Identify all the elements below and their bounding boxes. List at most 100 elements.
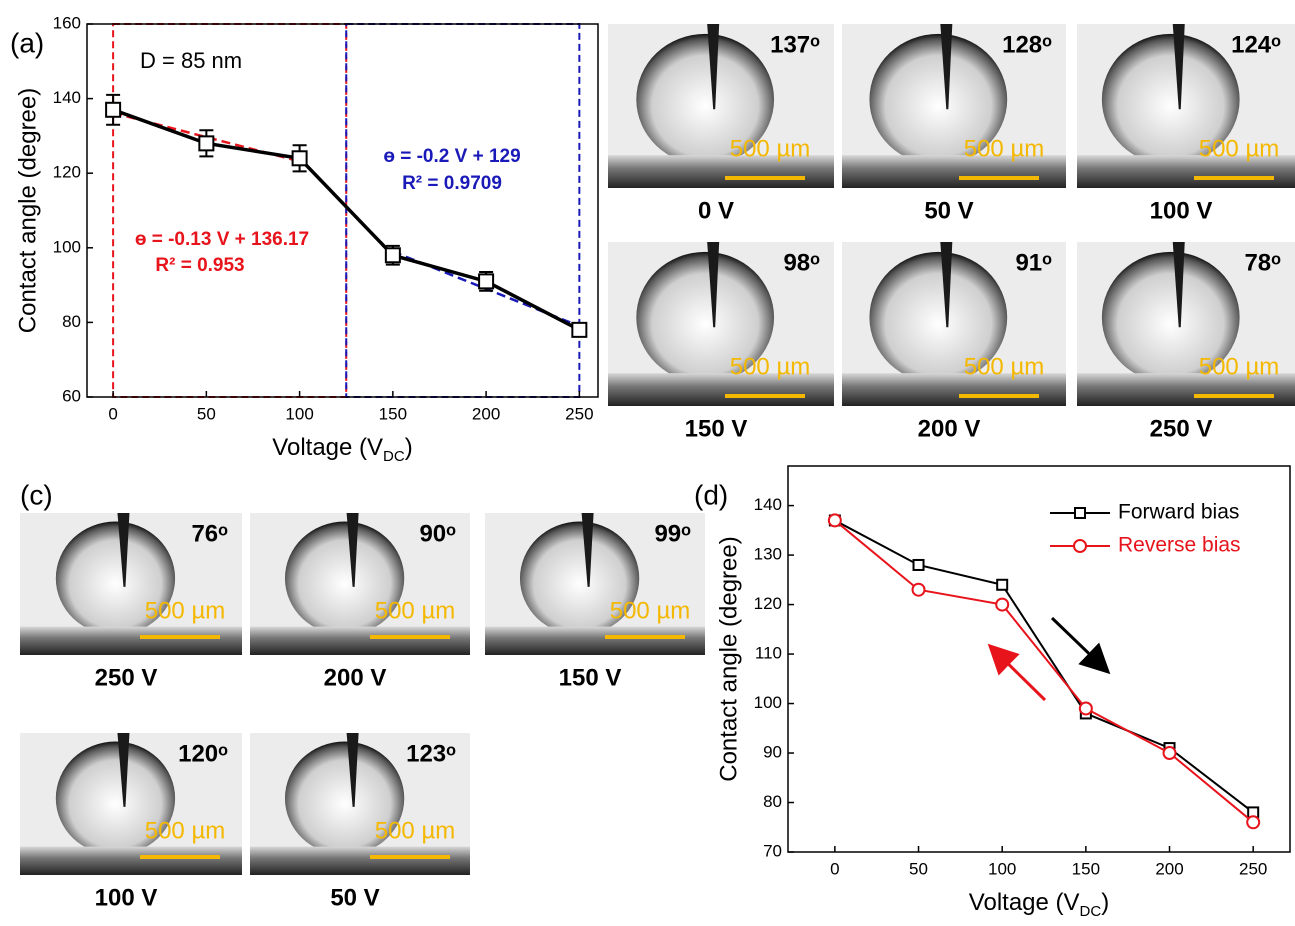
y-tick-label: 160	[53, 13, 81, 32]
substrate	[1077, 373, 1295, 406]
y-axis-label: Contact angle (degree)	[715, 536, 742, 781]
legend-label: Forward bias	[1118, 501, 1239, 524]
y-tick-label: 100	[53, 237, 81, 256]
contact-angle: 76ᵒ	[191, 520, 228, 547]
photo	[250, 733, 470, 875]
voltage-label: 200 V	[324, 664, 387, 691]
x-tick-label: 200	[1155, 859, 1183, 878]
x-tick-label: 50	[197, 404, 216, 423]
x-axis-label-end: )	[405, 434, 413, 461]
data-point	[995, 597, 1010, 612]
photo	[20, 513, 242, 655]
data-point	[827, 513, 842, 528]
y-tick-label: 70	[763, 841, 782, 860]
contact-angle: 90ᵒ	[419, 520, 456, 547]
substrate	[842, 373, 1066, 406]
x-axis-label-main: Voltage (V	[969, 889, 1080, 916]
photo	[608, 242, 834, 406]
data-line	[834, 519, 1254, 814]
needle	[117, 733, 130, 807]
voltage-label: 250 V	[1150, 415, 1213, 442]
data-point	[384, 247, 401, 264]
y-tick-label: 130	[754, 545, 782, 564]
y-tick-label: 80	[763, 792, 782, 811]
scale-bar-label: 500 µm	[1199, 353, 1280, 380]
substrate	[485, 626, 705, 655]
needle	[346, 513, 359, 587]
x-tick-label: 200	[472, 404, 500, 423]
needle	[707, 242, 720, 328]
voltage-label: 50 V	[924, 197, 973, 224]
data-line	[112, 108, 581, 332]
plot-frame	[787, 465, 1291, 853]
substrate	[250, 846, 470, 875]
contact-angle: 120ᵒ	[178, 740, 228, 767]
substrate	[608, 155, 834, 188]
needle	[581, 513, 594, 587]
legend-marker	[1074, 507, 1086, 519]
annotation: ɵ = -0.2 V + 129	[383, 146, 520, 167]
contact-angle: 128ᵒ	[1002, 31, 1052, 58]
annotation: R² = 0.953	[155, 255, 244, 276]
substrate	[842, 155, 1066, 188]
scale-bar-label: 500 µm	[730, 135, 811, 162]
needle	[117, 513, 130, 587]
x-tick-label: 0	[108, 404, 117, 423]
reverse-arrow	[987, 643, 1047, 702]
scale-bar-label: 500 µm	[145, 597, 226, 624]
droplet	[55, 521, 176, 636]
photo	[842, 24, 1066, 188]
scale-bar-label: 500 µm	[610, 597, 691, 624]
data-point	[1246, 815, 1261, 830]
x-tick-label: 100	[285, 404, 313, 423]
needle	[1172, 24, 1185, 110]
substrate	[1077, 155, 1295, 188]
scale-bar-label: 500 µm	[964, 135, 1045, 162]
data-point	[105, 101, 122, 118]
x-axis-label-sub: DC	[1080, 903, 1102, 920]
y-tick-label: 90	[763, 743, 782, 762]
data-point	[996, 578, 1009, 591]
data-point	[911, 582, 926, 597]
photo	[1077, 24, 1295, 188]
data-point	[1162, 746, 1177, 761]
scale-bar-label: 500 µm	[145, 817, 226, 844]
voltage-label: 100 V	[95, 884, 158, 911]
x-axis-label: Voltage (VDC)	[969, 889, 1109, 920]
x-tick-label: 150	[379, 404, 407, 423]
droplet	[284, 521, 405, 636]
x-axis-label-end: )	[1101, 889, 1109, 916]
droplet	[636, 251, 775, 384]
annotation: D = 85 nm	[140, 48, 242, 73]
y-tick-label: 60	[62, 386, 81, 405]
x-axis-label: Voltage (VDC)	[272, 434, 412, 465]
substrate	[20, 846, 242, 875]
data-point	[912, 558, 925, 571]
panel-label: (c)	[20, 479, 53, 510]
data-line	[834, 519, 1254, 824]
scale-bar-label: 500 µm	[1199, 135, 1280, 162]
needle	[940, 24, 953, 110]
voltage-label: 200 V	[918, 415, 981, 442]
droplet	[1101, 251, 1240, 384]
panel-label: (d)	[694, 479, 728, 510]
y-axis-label: Contact angle (degree)	[14, 88, 41, 333]
x-tick-label: 250	[565, 404, 593, 423]
droplet	[869, 33, 1008, 166]
scale-bar-label: 500 µm	[375, 817, 456, 844]
panel-label: (a)	[10, 27, 44, 58]
forward-arrow	[1050, 616, 1111, 675]
voltage-label: 250 V	[95, 664, 158, 691]
data-point	[571, 321, 588, 338]
droplet	[284, 741, 405, 856]
photo	[1077, 242, 1295, 406]
contact-angle: 91ᵒ	[1015, 249, 1052, 276]
data-point	[1078, 701, 1093, 716]
voltage-label: 150 V	[559, 664, 622, 691]
photo	[608, 24, 834, 188]
region	[112, 23, 348, 398]
voltage-label: 0 V	[698, 197, 734, 224]
contact-angle: 78ᵒ	[1244, 249, 1281, 276]
legend-label: Reverse bias	[1118, 534, 1241, 557]
